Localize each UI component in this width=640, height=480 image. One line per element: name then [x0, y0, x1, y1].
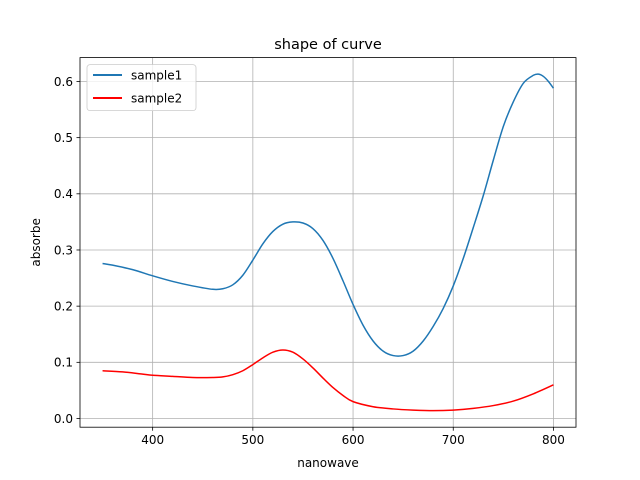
y-tick-label: 0.2: [54, 299, 73, 313]
x-tick-label: 800: [542, 433, 565, 447]
y-tick-label: 0.3: [54, 243, 73, 257]
series-lines: [102, 73, 555, 412]
legend-label-sample1: sample1: [131, 68, 182, 82]
legend-label-sample2: sample2: [131, 91, 182, 105]
plot-area-frame: [79, 57, 577, 428]
y-tick-label: 0.0: [54, 412, 73, 426]
y-tick-label: 0.6: [54, 75, 73, 89]
grid: [80, 57, 576, 428]
series-line-sample2: [102, 349, 554, 412]
legend-box: [86, 64, 197, 111]
y-axis-label: absorbe: [29, 218, 43, 267]
y-tick-label: 0.5: [54, 131, 73, 145]
x-tick-label: 600: [342, 433, 365, 447]
x-tick-label: 700: [442, 433, 465, 447]
chart-title: shape of curve: [274, 37, 382, 53]
y-tick-label: 0.1: [54, 356, 73, 370]
x-tick-label: 400: [141, 433, 164, 447]
series-line-sample1: [102, 73, 555, 357]
x-tick-label: 500: [241, 433, 264, 447]
axis-ticks: 400 500 600 700 800 0.0 0.1 0.2 0.3 0.4 0.5 0.6: [54, 75, 565, 447]
y-tick-label: 0.4: [54, 187, 73, 201]
legend: sample1 sample2: [86, 64, 197, 111]
x-axis-label: nanowave: [297, 456, 359, 470]
